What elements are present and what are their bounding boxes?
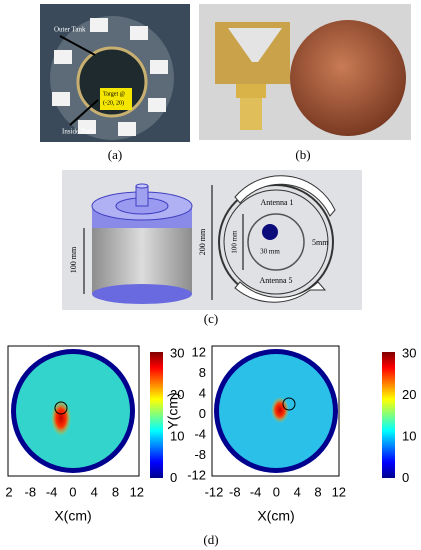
annotation: 100 mm: [231, 230, 239, 254]
y-axis-label: Y(cm): [165, 392, 181, 429]
photo-b: [199, 4, 411, 140]
annotation: 5mm: [312, 238, 329, 247]
heatmap-left: [7, 345, 163, 478]
y-tick-label: -12: [187, 467, 206, 482]
annotation: Inside Tank: [62, 128, 95, 136]
y-tick-label: 8: [199, 365, 206, 380]
panel-label: (d): [203, 532, 218, 547]
colorbar-tick-label: 0: [402, 470, 409, 485]
x-tick-label: -8: [25, 484, 37, 499]
x-tick-label: 0: [273, 484, 280, 499]
y-tick-label: 0: [199, 406, 206, 421]
photo-a: Outer Tank Target @ (-20, 20) Inside Tan…: [40, 4, 190, 142]
x-axis-label: X(cm): [257, 508, 294, 524]
x-tick-label: -4: [46, 484, 58, 499]
colorbar-tick-label: 20: [170, 387, 184, 402]
x-tick-label: -4: [250, 484, 262, 499]
x-tick-label: 12: [130, 484, 144, 499]
x-tick-label: 8: [314, 484, 321, 499]
x-tick-label: 8: [112, 484, 119, 499]
panel-label: (c): [204, 311, 218, 326]
y-tick-label: 4: [199, 385, 206, 400]
x-tick-label: 4: [91, 484, 98, 499]
annotation: Antenna 1: [260, 198, 293, 207]
y-tick-label: -4: [194, 426, 206, 441]
annotation: (-20, 20): [103, 99, 124, 106]
annotation: Target @: [103, 91, 126, 97]
x-tick-label: -8: [229, 484, 241, 499]
panel-label: (a): [108, 147, 122, 162]
x-axis-label: X(cm): [54, 508, 91, 524]
colorbar-tick-label: 30: [170, 345, 184, 360]
annotation: 200 mm: [198, 228, 207, 255]
y-tick-label: -8: [194, 447, 206, 462]
colorbar-tick-label: 0: [170, 470, 177, 485]
colorbar-tick-label: 10: [402, 428, 416, 443]
cad-drawing: 100 mm 200 mm Antenna 1 100 mm 30 mm 5mm…: [62, 170, 362, 310]
annotation: 30 mm: [260, 248, 280, 256]
colorbar-tick-label: 30: [402, 345, 416, 360]
annotation: Antenna 5: [259, 276, 292, 285]
x-tick-label: -12: [205, 484, 224, 499]
colorbar-tick-label: 20: [402, 387, 416, 402]
annotation: Outer Tank: [54, 26, 86, 34]
colorbar-tick-label: 10: [170, 428, 184, 443]
panel-label: (b): [295, 147, 310, 162]
heatmap-right: [211, 345, 395, 478]
x-tick-label: 4: [294, 484, 301, 499]
x-tick-label: 12: [332, 484, 346, 499]
y-tick-label: 12: [192, 344, 206, 359]
annotation: 100 mm: [69, 246, 78, 273]
x-tick-label: 2: [5, 484, 12, 499]
x-tick-label: 0: [69, 484, 76, 499]
